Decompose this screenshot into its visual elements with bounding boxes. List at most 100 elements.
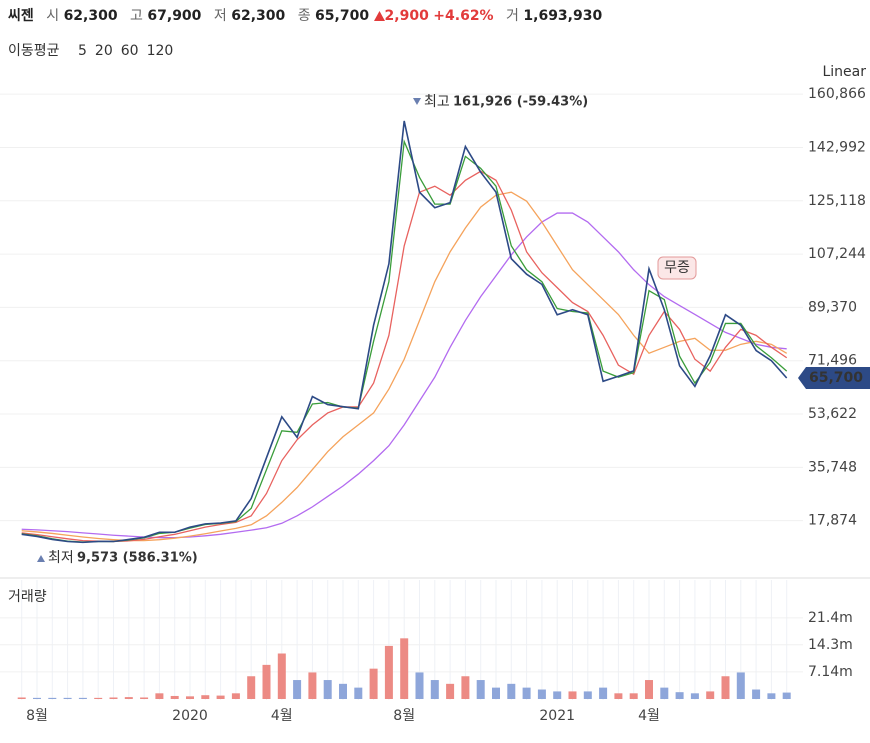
x-tick-label: 4월 xyxy=(271,708,293,724)
volume-bar xyxy=(599,687,608,699)
line-series xyxy=(21,138,788,543)
label: 고 xyxy=(130,8,143,24)
low-value: 9,573 (586.31%) xyxy=(77,551,198,566)
high-value: 161,926 (-59.43%) xyxy=(453,95,588,110)
line-series xyxy=(21,191,788,542)
volume-bar xyxy=(690,693,699,699)
volume-bar xyxy=(782,692,791,699)
volume-bar xyxy=(216,695,225,699)
volume-bar xyxy=(109,697,118,699)
quote-header: 씨젠 시 62,300 고 67,900 저 62,300 종 65,700 2… xyxy=(8,5,602,25)
volume-bar xyxy=(262,664,271,699)
x-tick-label: 4월 xyxy=(638,708,660,724)
volume-bar xyxy=(752,689,761,699)
volume-bar xyxy=(400,638,409,699)
volume-bar xyxy=(94,697,103,699)
y-tick-label: 35,748 xyxy=(808,459,857,475)
volume-bar xyxy=(736,672,745,699)
volume-bar xyxy=(645,680,653,699)
event-label: 무증 xyxy=(664,260,690,276)
volume: 1,693,930 xyxy=(523,8,603,24)
y-tick-label: 14.3m xyxy=(808,637,853,653)
high: 67,900 xyxy=(147,8,202,24)
volume-bar xyxy=(476,680,485,699)
up-icon xyxy=(373,11,385,21)
y-tick-label: 107,244 xyxy=(808,246,866,262)
volume-bar xyxy=(537,689,546,699)
volume-bar xyxy=(461,676,470,699)
legend-entry: 120 xyxy=(147,43,174,59)
line-series xyxy=(21,212,787,539)
volume-bar xyxy=(706,691,715,699)
volume-bar xyxy=(430,680,439,699)
volume-bar xyxy=(583,691,592,699)
x-tick-label: 8월 xyxy=(26,708,48,724)
volume-bar xyxy=(78,697,87,699)
legend-entry: 60 xyxy=(121,43,139,59)
x-tick-label: 8월 xyxy=(393,708,415,724)
label: 종 xyxy=(297,8,311,24)
y-tick-label: 125,118 xyxy=(808,193,866,209)
volume-bar xyxy=(522,687,531,699)
high-label: 최고 xyxy=(424,94,450,110)
volume-bar xyxy=(660,687,669,699)
change: 2,900 xyxy=(384,8,429,24)
volume-bar xyxy=(415,672,424,699)
volume-bar xyxy=(446,683,455,699)
volume-bar xyxy=(277,653,286,699)
volume-bar xyxy=(354,687,363,699)
low-marker xyxy=(37,555,45,562)
volume-bar xyxy=(201,695,210,699)
volume-bar xyxy=(48,697,57,699)
y-tick-label: 142,992 xyxy=(808,139,866,155)
high-marker xyxy=(413,98,421,105)
volume-bar xyxy=(308,672,317,699)
volume-bar xyxy=(170,695,179,699)
volume-bar xyxy=(33,697,41,699)
low: 62,300 xyxy=(231,8,286,24)
y-tick-label: 160,866 xyxy=(808,86,866,102)
volume-bar xyxy=(675,692,684,699)
y-tick-label: 7.14m xyxy=(808,664,853,680)
y-tick-label: 21.4m xyxy=(808,610,853,626)
volume-bar xyxy=(369,668,378,699)
volume-bar xyxy=(323,680,332,699)
x-tick-label: 2021 xyxy=(539,708,575,724)
volume-bar xyxy=(568,691,577,699)
volume-bar xyxy=(507,683,516,699)
volume-bar xyxy=(140,697,149,699)
low-label: 최저 xyxy=(48,550,74,566)
volume-bar xyxy=(186,696,194,699)
volume-bar xyxy=(629,693,638,699)
scale-label: Linear xyxy=(822,64,866,80)
event-badge xyxy=(657,256,697,280)
volume-bar xyxy=(339,683,347,699)
change-pct: +4.62% xyxy=(433,8,494,24)
last-price-tag xyxy=(798,367,870,390)
legend-title: 이동평균 xyxy=(8,43,60,59)
volume-bar xyxy=(63,697,72,699)
volume-bar xyxy=(247,676,256,699)
x-tick-label: 2020 xyxy=(172,708,208,724)
y-tick-label: 17,874 xyxy=(808,513,857,529)
line-series xyxy=(21,120,788,544)
volume-bar xyxy=(721,676,730,699)
volume-bar xyxy=(155,693,164,699)
legend-entry: 20 xyxy=(95,43,113,59)
volume-title: 거래량 xyxy=(8,589,47,605)
label: 시 xyxy=(46,8,60,24)
volume-bar xyxy=(767,693,776,699)
y-tick-label: 71,496 xyxy=(808,353,857,369)
volume-bar xyxy=(231,693,240,699)
volume-bar xyxy=(614,693,623,699)
y-tick-label: 53,622 xyxy=(808,406,857,422)
volume-bar xyxy=(553,691,562,699)
open: 62,300 xyxy=(63,8,118,24)
line-series xyxy=(21,170,788,543)
stock-name: 씨젠 xyxy=(8,8,34,24)
y-tick-label: 89,370 xyxy=(808,299,857,315)
legend-entry: 5 xyxy=(78,43,87,59)
volume-bar xyxy=(17,697,26,699)
volume-bar xyxy=(384,645,393,699)
